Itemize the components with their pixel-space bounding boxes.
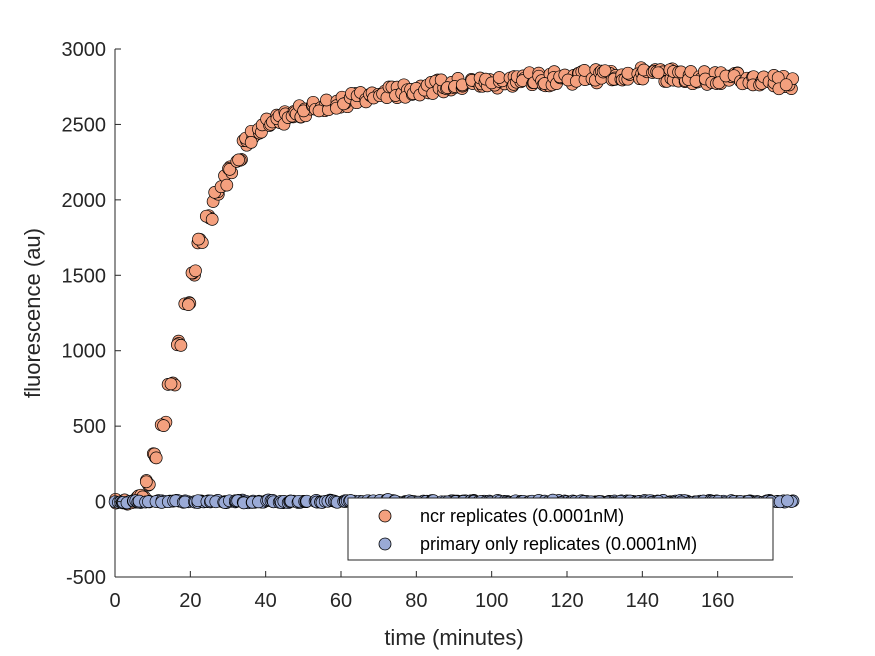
y-tick-label: -500 xyxy=(66,567,106,589)
data-point xyxy=(492,71,506,84)
y-tick-label: 0 xyxy=(95,492,106,514)
data-point xyxy=(205,213,219,226)
x-tick-label: 120 xyxy=(550,590,583,612)
series-0 xyxy=(109,61,799,511)
data-point xyxy=(157,419,170,432)
legend-marker-primary-only xyxy=(378,537,392,551)
data-point xyxy=(182,298,195,311)
y-axis-title: fluorescence (au) xyxy=(20,228,45,398)
y-tick-label: 1500 xyxy=(62,265,107,287)
x-tick-label: 80 xyxy=(405,590,427,612)
x-tick-label: 160 xyxy=(701,590,734,612)
x-tick-label: 60 xyxy=(330,590,352,612)
y-tick-label: 2500 xyxy=(62,114,107,136)
x-tick-label: 0 xyxy=(109,590,120,612)
data-point xyxy=(232,153,245,167)
y-tick-label: 1000 xyxy=(62,341,107,363)
axes-background xyxy=(115,49,793,577)
y-tick-label: 2000 xyxy=(62,190,107,212)
data-point xyxy=(779,78,793,92)
legend-marker-ncr xyxy=(378,509,392,523)
data-point xyxy=(189,264,202,278)
x-tick-label: 20 xyxy=(179,590,201,612)
legend-label-primary-only: primary only replicates (0.0001nM) xyxy=(420,534,697,554)
y-tick-label: 3000 xyxy=(62,39,107,61)
x-axis-title: time (minutes) xyxy=(384,625,523,650)
data-point xyxy=(781,494,794,508)
ticks-layer: 0 20 40 60 80 100 120 140 160-500050010001500200… xyxy=(62,39,735,612)
x-tick-label: 100 xyxy=(475,590,508,612)
data-point xyxy=(149,451,163,465)
data-point xyxy=(651,66,665,80)
axes-layer xyxy=(114,49,793,578)
x-tick-label: 40 xyxy=(255,590,277,612)
data-point xyxy=(220,178,234,192)
data-point xyxy=(192,232,205,246)
plot-area: 0 20 40 60 80 100 120 140 160-500050010001500200… xyxy=(62,39,800,612)
data-point xyxy=(164,377,178,391)
legend: ncr replicates (0.0001nM) primary only r… xyxy=(347,497,774,561)
data-point xyxy=(139,475,153,489)
y-tick-label: 500 xyxy=(73,416,106,438)
data-point xyxy=(174,339,188,352)
legend-label-ncr: ncr replicates (0.0001nM) xyxy=(420,506,624,526)
data-point xyxy=(223,163,237,176)
x-tick-label: 140 xyxy=(626,590,659,612)
series-layer xyxy=(108,61,800,511)
data-point xyxy=(244,136,258,149)
data-point xyxy=(598,64,612,78)
legend-box xyxy=(347,497,774,561)
